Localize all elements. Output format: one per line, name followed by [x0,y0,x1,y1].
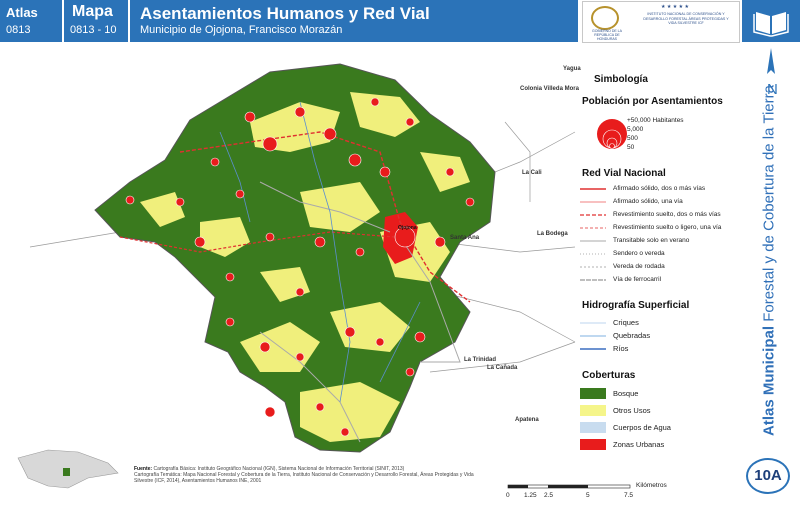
cobertura-label-3: Zonas Urbanas [613,440,665,449]
cobertura-label-1: Otros Usos [613,406,651,415]
mapa-code: 0813 - 10 [70,24,117,36]
road-type-6: Vereda de rodada [613,263,665,270]
road-symbols [580,188,606,281]
title-box: Asentamientos Humanos y Red Vial Municip… [130,0,578,42]
population-circles-icon [597,119,627,149]
poblacion-size-2: 500 [627,135,638,142]
atlas-box: Atlas 0813 [0,0,62,42]
page-title: Asentamientos Humanos y Red Vial [140,4,430,23]
scale-tick-3: 5 [586,492,590,499]
swatch-zonas-urbanas [580,439,606,450]
road-type-7: Vía de ferrocarril [613,276,662,283]
institute-logo-text: INSTITUTO NACIONAL DE CONSERVACIÓN Y DES… [643,12,729,25]
page-subtitle: Municipio de Ojojona, Francisco Morazán [140,24,343,36]
road-type-3: Revestimiento suelto o ligero, una vía [613,224,722,231]
place-label-la-trinidad: La Trinidad [464,357,497,363]
place-label-santa-ana: Santa Ana [450,235,480,241]
vertical-title-bold: Atlas Municipal [760,325,778,436]
swatch-bosque [580,388,606,399]
road-type-4: Transitable solo en verano [613,237,690,244]
map-badge: 10A [746,458,790,494]
poblacion-size-3: 50 [627,144,635,151]
government-logo-text: GOBIERNO DE LA REPÚBLICA DE HONDURAS [592,29,622,41]
road-type-1: Afirmado sólido, una vía [613,198,683,205]
scale-tick-1: 1.25 [524,492,537,499]
place-label-la-canada: La Cañada [487,365,518,371]
rivers [219,101,421,403]
mapa-box: Mapa 0813 - 10 [64,0,128,42]
scale-tick-2: 2.5 [544,492,554,499]
poblacion-size-1: 5,000 [627,126,644,133]
settlement-points [125,97,475,437]
stars-icon: ★ ★ ★ ★ ★ [661,4,689,10]
source-notes: Fuente: Cartografía Básica: Instituto Ge… [134,466,494,484]
place-label-yagua: Yagua [563,66,581,72]
scale-bar-graphic [507,484,631,489]
vertical-atlas-title: Atlas Municipal Forestal y de Cobertura … [761,71,778,451]
open-book-icon [753,12,789,37]
place-label-colonia: Colonia Villeda Mora [520,86,579,92]
scale-tick-0: 0 [506,492,510,499]
hidro-title: Hidrografía Superficial [582,300,690,311]
cobertura-label-0: Bosque [613,389,639,398]
map-canvas [29,63,576,453]
municipality-bosque [94,63,496,453]
atlas-book-box [742,0,800,42]
hidro-item-0: Criques [613,318,639,327]
institution-logos: GOBIERNO DE LA REPÚBLICA DE HONDURAS ★ ★… [582,1,740,43]
mapa-label: Mapa [72,3,113,20]
scale-bar: 0 1.25 2.5 5 7.5 Kilómetros [506,480,667,500]
right-sidebar: N [742,42,800,500]
source-label: Fuente: [134,466,153,472]
poblacion-size-0: +50,000 Habitantes [627,117,684,124]
poblacion-title: Población por Asentamientos [582,96,723,107]
red-vial-title: Red Vial Nacional [582,168,666,179]
cobertura-label-2: Cuerpos de Agua [613,423,671,432]
swatch-otros-usos [580,405,606,416]
north-label: N [767,81,778,98]
swatch-cuerpos-agua [580,422,606,433]
road-type-2: Revestimiento suelto, dos o más vías [613,211,721,218]
hidro-item-1: Quebradas [613,331,651,340]
source-text-1: Cartografía Básica: Instituto Geográfico… [153,466,405,472]
atlas-label: Atlas [6,5,38,20]
hydro-symbols [580,322,606,350]
coberturas-title: Coberturas [582,370,636,381]
north-arrow-icon: N [767,48,778,98]
scale-tick-4: 7.5 [624,492,634,499]
map-area: Yagua Colonia Villeda Mora La Cali Santa… [0,42,742,500]
road-type-0: Afirmado sólido, dos o más vías [613,185,706,192]
place-label-la-cali: La Cali [522,170,542,176]
scale-unit: Kilómetros [636,482,667,489]
government-seal-icon [591,6,619,30]
source-text-2: Cartografía Temática: Mapa Nacional Fore… [134,472,474,484]
place-label-ojojona: Ojojona [398,225,417,231]
place-label-apatena: Apatena [515,417,539,423]
header-bar: Atlas 0813 Mapa 0813 - 10 Asentamientos … [0,0,800,43]
place-label-la-bodega: La Bodega [537,231,568,237]
road-network [119,131,471,443]
atlas-code: 0813 [6,24,31,36]
vertical-title-rest: Forestal y de Cobertura de la Tierra [760,85,778,326]
road-type-5: Sendero o vereda [613,250,665,257]
hidro-item-2: Ríos [613,344,629,353]
legend-title: Simbología [594,74,648,85]
locator-inset-map [17,449,119,489]
